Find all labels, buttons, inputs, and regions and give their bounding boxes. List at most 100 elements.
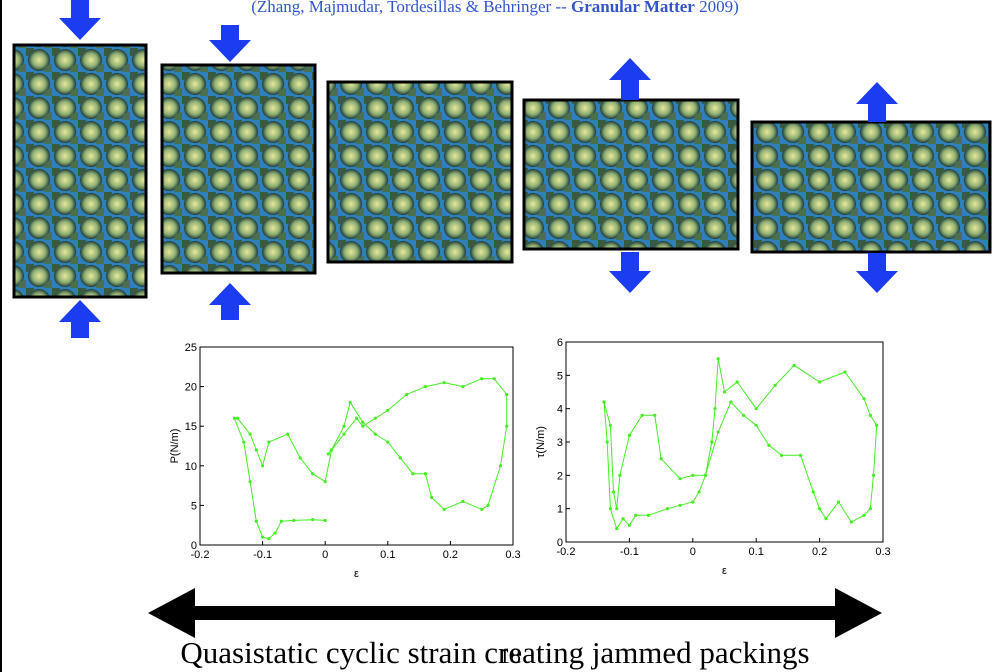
point <box>261 535 265 539</box>
point <box>837 500 841 504</box>
point <box>678 503 682 507</box>
point <box>602 400 606 404</box>
point <box>691 473 695 477</box>
arrow-up <box>59 300 101 338</box>
point <box>703 473 708 477</box>
series-line <box>233 378 508 540</box>
point <box>486 503 490 507</box>
point <box>273 531 277 535</box>
point <box>767 443 771 447</box>
y-tick-label: 0 <box>557 537 563 549</box>
photo <box>12 43 148 299</box>
point <box>824 517 828 521</box>
x-tick-label: 0.2 <box>443 549 458 561</box>
y-tick-label: 1 <box>557 504 563 516</box>
point <box>862 513 866 517</box>
point <box>697 490 701 494</box>
point <box>849 520 853 524</box>
x-tick-label: 0.2 <box>812 546 827 558</box>
point <box>710 440 714 444</box>
point <box>634 513 638 517</box>
strain-arrows <box>59 0 898 338</box>
point <box>722 390 727 394</box>
point <box>618 473 622 477</box>
x-tick-label: 0 <box>690 546 696 558</box>
photos <box>12 43 992 299</box>
y-tick-label: 2 <box>557 470 563 482</box>
point <box>741 413 746 417</box>
point <box>348 400 352 405</box>
point <box>311 518 315 522</box>
point <box>404 392 409 397</box>
point <box>754 423 758 427</box>
point <box>798 453 803 457</box>
point <box>423 385 427 389</box>
point <box>373 416 377 420</box>
arrow-down <box>609 252 651 293</box>
y-tick-label: 15 <box>185 421 197 433</box>
point <box>818 380 822 384</box>
point <box>615 507 619 511</box>
point <box>442 381 446 385</box>
y-tick-label: 3 <box>557 437 563 449</box>
plot-frame <box>199 346 514 546</box>
point <box>461 385 465 389</box>
y-tick-label: 4 <box>557 404 563 416</box>
point <box>608 507 612 511</box>
y-axis-label: P(N/m) <box>169 429 181 464</box>
point <box>754 407 758 411</box>
caption-year: 2009) <box>695 0 739 16</box>
point <box>611 490 616 494</box>
x-tick-label: 0.3 <box>505 549 520 561</box>
point <box>871 473 876 477</box>
point <box>373 432 377 436</box>
point <box>678 477 682 481</box>
point <box>292 518 296 523</box>
x-tick-label: 0.3 <box>875 546 890 558</box>
photo <box>522 98 740 251</box>
point <box>621 517 625 521</box>
slide-number: 18 <box>499 643 521 668</box>
point <box>627 433 632 437</box>
point <box>286 432 290 436</box>
x-tick-label: -0.2 <box>557 546 576 558</box>
point <box>361 420 365 424</box>
plot-frame <box>565 341 884 543</box>
photo <box>160 63 317 275</box>
point <box>627 523 632 527</box>
point <box>279 519 283 523</box>
arrow-down <box>209 25 251 62</box>
point <box>386 408 390 412</box>
point <box>505 392 509 397</box>
point <box>862 397 866 401</box>
point <box>480 377 484 381</box>
caption-authors: (Zhang, Majmudar, Tordesillas & Behringe… <box>251 0 571 16</box>
caption: (Zhang, Majmudar, Tordesillas & Behringe… <box>251 0 739 16</box>
point <box>248 432 252 436</box>
point <box>361 424 365 428</box>
point <box>298 456 302 460</box>
point <box>659 457 663 461</box>
arrow-up <box>609 58 651 100</box>
point <box>875 423 879 427</box>
charts: -0.2 -0.1 0 0.1 0.2 0.30510152025εP(N/m)-0.2-… <box>169 337 891 580</box>
point <box>411 472 415 476</box>
y-tick-label: 6 <box>557 337 563 349</box>
point <box>608 423 612 427</box>
point <box>398 456 402 460</box>
point <box>735 380 739 384</box>
x-axis-label: ε <box>354 568 359 580</box>
point <box>818 507 822 511</box>
point <box>386 440 390 444</box>
point <box>267 440 271 444</box>
y-tick-label: 5 <box>191 500 197 512</box>
point <box>323 518 327 523</box>
x-tick-label: 0.1 <box>749 546 764 558</box>
point <box>640 413 644 417</box>
y-tick-label: 0 <box>191 540 197 552</box>
arrow-down <box>59 0 101 40</box>
point <box>615 527 619 531</box>
point <box>729 400 733 404</box>
y-tick-label: 20 <box>185 382 197 394</box>
